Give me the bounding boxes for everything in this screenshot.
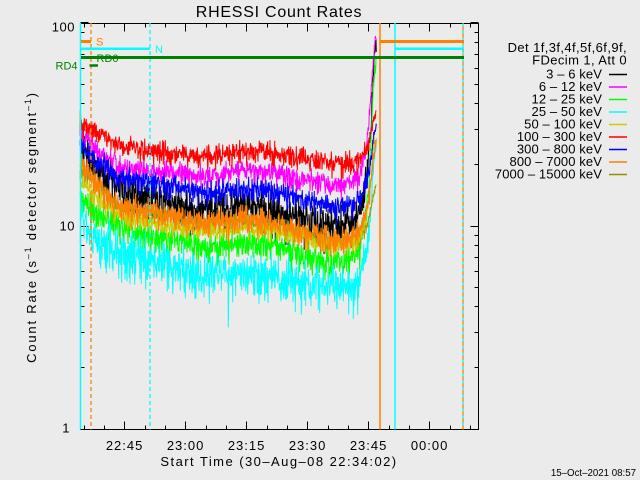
- svg-text:Start Time (30–Aug–08 22:34:02: Start Time (30–Aug–08 22:34:02): [160, 454, 397, 469]
- svg-text:10: 10: [60, 219, 75, 234]
- svg-text:FDecim 1, Att 0: FDecim 1, Att 0: [532, 53, 627, 68]
- svg-text:3 – 6 keV: 3 – 6 keV: [546, 67, 602, 82]
- svg-text:800 – 7000 keV: 800 – 7000 keV: [510, 154, 603, 169]
- svg-text:RD0: RD0: [97, 53, 119, 65]
- svg-text:N: N: [155, 44, 163, 56]
- svg-text:7000 – 15000 keV: 7000 – 15000 keV: [495, 167, 602, 182]
- svg-text:23:45: 23:45: [350, 438, 388, 453]
- svg-text:RD4: RD4: [56, 61, 78, 73]
- svg-text:Det 1f,3f,4f,5f,6f,9f,: Det 1f,3f,4f,5f,6f,9f,: [508, 40, 627, 55]
- svg-text:50 – 100 keV: 50 – 100 keV: [524, 117, 602, 132]
- svg-text:S: S: [96, 37, 103, 49]
- svg-text:23:15: 23:15: [228, 438, 266, 453]
- svg-text:Count Rate (s–1 detector segme: Count Rate (s–1 detector segment–1): [23, 91, 39, 363]
- svg-text:100: 100: [52, 20, 75, 35]
- svg-text:22:45: 22:45: [106, 438, 144, 453]
- svg-text:6 – 12 keV: 6 – 12 keV: [539, 79, 602, 94]
- svg-text:23:00: 23:00: [167, 438, 205, 453]
- svg-text:100 – 300 keV: 100 – 300 keV: [517, 129, 602, 144]
- svg-text:00:00: 00:00: [411, 438, 449, 453]
- svg-text:300 – 800 keV: 300 – 800 keV: [517, 142, 602, 157]
- svg-text:15–Oct–2021 08:57: 15–Oct–2021 08:57: [551, 468, 636, 479]
- svg-text:1: 1: [62, 421, 70, 436]
- svg-text:25 – 50 keV: 25 – 50 keV: [532, 104, 603, 119]
- svg-text:23:30: 23:30: [289, 438, 327, 453]
- svg-text:RHESSI Count Rates: RHESSI Count Rates: [196, 4, 362, 21]
- svg-text:12 – 25 keV: 12 – 25 keV: [532, 92, 603, 107]
